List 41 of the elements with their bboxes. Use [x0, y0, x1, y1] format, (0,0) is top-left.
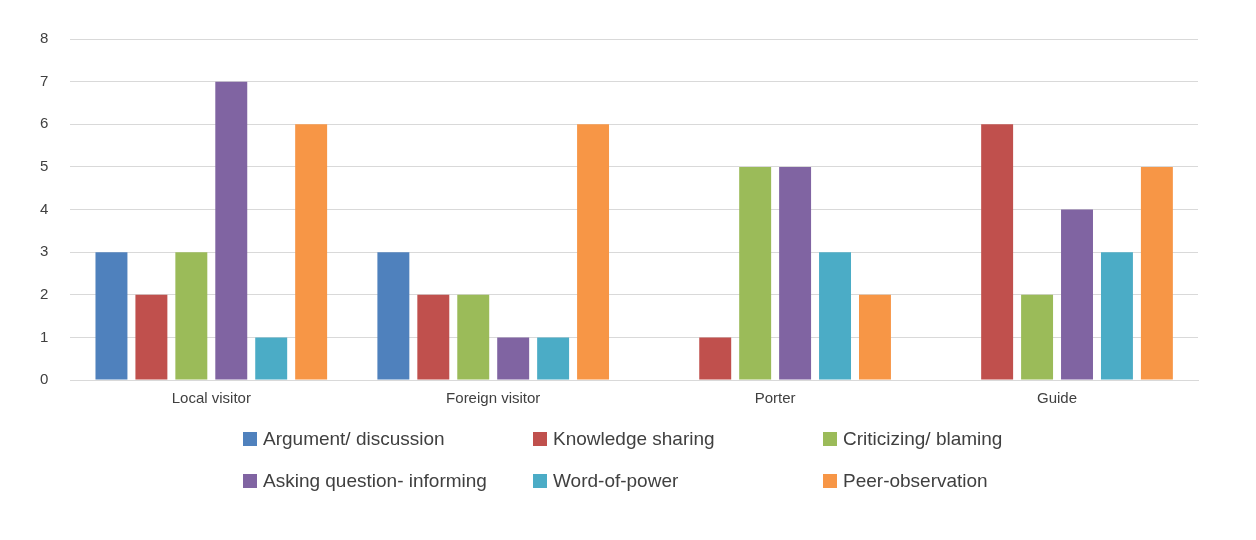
bar [1140, 166, 1173, 380]
y-tick-label: 1 [40, 327, 49, 345]
bar [417, 294, 450, 380]
legend-label: Asking question- informing [263, 470, 487, 492]
legend-label: Peer-observation [843, 470, 988, 492]
y-tick-label: 2 [40, 284, 49, 302]
y-tick-label: 3 [40, 242, 49, 260]
bar [819, 252, 852, 380]
bar [175, 252, 208, 380]
bar [457, 294, 490, 380]
bar [295, 124, 328, 380]
legend-label: Word-of-power [553, 470, 679, 492]
x-tick-label: Foreign visitor [446, 389, 541, 407]
y-tick-label: 7 [40, 71, 49, 89]
bar [739, 166, 772, 380]
y-tick-label: 6 [40, 114, 49, 132]
y-tick-label: 0 [40, 370, 49, 388]
bar [859, 294, 891, 380]
x-tick-label: Porter [754, 389, 796, 407]
bar [1061, 209, 1093, 380]
legend-label: Knowledge sharing [553, 428, 715, 450]
bar [95, 252, 128, 380]
y-tick-label: 5 [40, 157, 49, 175]
bar [377, 252, 410, 380]
y-tick-label: 4 [40, 199, 49, 217]
y-tick-label: 8 [40, 29, 49, 47]
bar [255, 337, 288, 380]
x-tick-label: Local visitor [171, 389, 251, 407]
bar [497, 337, 530, 380]
bar [981, 124, 1014, 380]
legend-label: Criticizing/ blaming [843, 428, 1003, 450]
x-tick-label: Guide [1037, 389, 1078, 407]
bar [135, 294, 168, 380]
bar [215, 81, 248, 380]
legend-label: Argument/ discussion [263, 428, 445, 450]
bar [577, 124, 610, 380]
bar [1021, 294, 1054, 380]
bar [699, 337, 732, 380]
bar [1100, 252, 1133, 380]
bar [537, 337, 570, 380]
bar [779, 166, 812, 380]
